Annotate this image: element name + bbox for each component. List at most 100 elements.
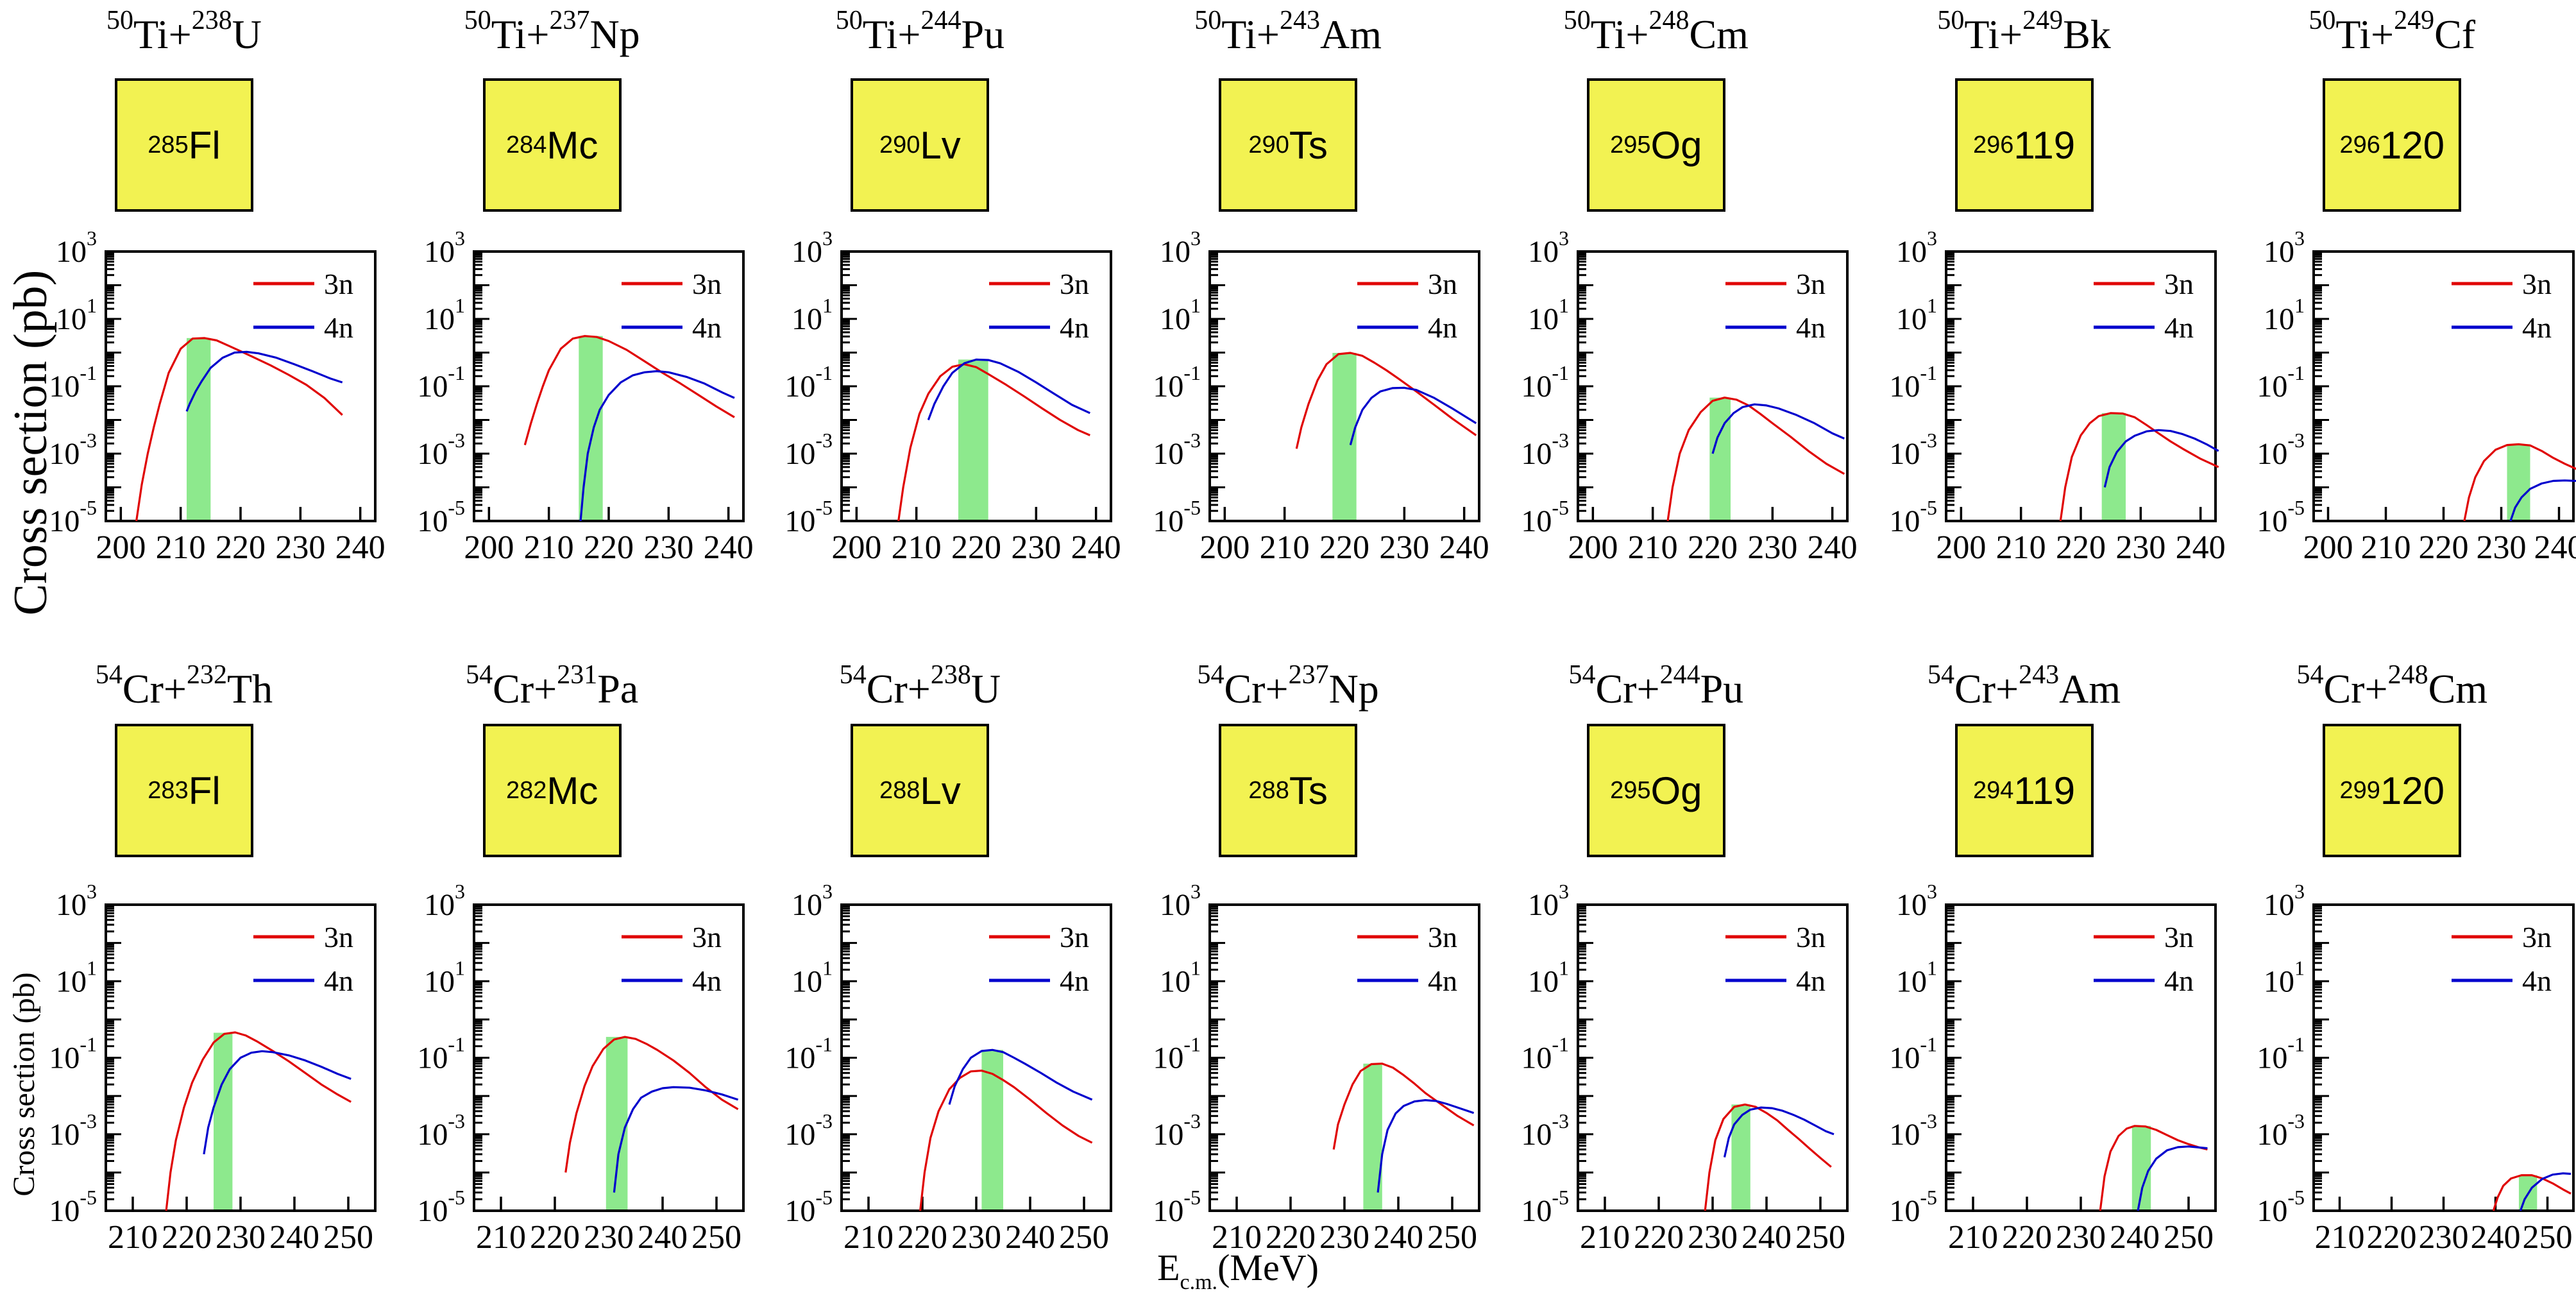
nucleus-element: Og	[1650, 769, 1702, 812]
optimal-energy-band	[2507, 444, 2530, 521]
target-element: U	[970, 666, 1001, 712]
compound-nucleus-box: 296 120	[2323, 78, 2462, 212]
projectile-mass: 50	[1937, 6, 1965, 35]
curve-3n	[1704, 1103, 1832, 1211]
x-tick-label: 210	[1212, 1219, 1262, 1256]
legend-label-3n: 3n	[1428, 268, 1457, 300]
target-element: Cf	[2434, 12, 2476, 57]
curve-4n	[1377, 1099, 1475, 1193]
target-mass: 238	[930, 660, 971, 690]
x-axis-ticks	[487, 507, 730, 520]
x-tick-label: 200	[464, 529, 514, 566]
projectile-mass: 50	[835, 6, 863, 35]
reaction-panel: 54Cr+243Am 294 119 103 101 10-1 10-3 10-5 210 2…	[1840, 654, 2217, 1307]
x-tick-label: 230	[2056, 1219, 2106, 1256]
nucleus-mass: 288	[1248, 776, 1289, 804]
reaction-panel: 54Cr+244Pu 295 Og 103 101 10-1 10-3 10-5 210 22…	[1472, 654, 1849, 1307]
optimal-energy-band	[981, 1050, 1004, 1211]
target-mass: 231	[557, 660, 598, 690]
x-tick-label: 210	[1580, 1219, 1630, 1256]
projectile-mass: 50	[106, 6, 134, 35]
x-tick-label: 210	[1627, 529, 1677, 566]
target-element: Np	[1328, 666, 1379, 712]
curve-3n	[919, 1070, 1093, 1211]
x-tick-label: 250	[323, 1219, 373, 1256]
y-tick-label: 10-5	[2257, 1186, 2305, 1228]
legend-label-4n: 4n	[324, 964, 353, 997]
plus-sign: +	[1625, 12, 1649, 57]
y-tick-label: 10-3	[785, 429, 833, 471]
y-tick-label: 10-1	[785, 1033, 833, 1075]
reaction-panel: 54Cr+237Np 288 Ts 103 101 10-1 10-3 10-5 210 22…	[1104, 654, 1481, 1307]
target-element: Pu	[1700, 666, 1744, 712]
y-axis-ticks	[1947, 250, 1962, 522]
projectile-element: Ti	[491, 12, 527, 57]
x-tick-label: 210	[108, 1219, 158, 1256]
curve-3n	[1666, 397, 1845, 522]
target-element: Bk	[2063, 12, 2111, 57]
x-tick-label: 240	[1741, 1219, 1792, 1256]
x-tick-label: 200	[1936, 529, 1986, 566]
plus-sign: +	[1996, 666, 2019, 712]
legend-label-4n: 4n	[324, 311, 353, 344]
cross-section-plot: 103 101 10-1 10-3 10-5 210 220 230 240 250 3n 4n	[785, 880, 1113, 1256]
x-axis-label: Ec.m.(MeV)	[1046, 1246, 1430, 1295]
curve-4n	[203, 1050, 352, 1155]
legend-label-4n: 4n	[1796, 964, 1826, 997]
legend-label-4n: 4n	[2164, 311, 2194, 344]
y-tick-label: 10-5	[1521, 1186, 1569, 1228]
x-tick-label: 220	[951, 529, 1001, 566]
legend-label-4n: 4n	[692, 964, 722, 997]
nucleus-mass: 295	[1610, 776, 1651, 804]
x-tick-label: 220	[2002, 1219, 2052, 1256]
y-tick-label: 10-1	[2257, 1033, 2305, 1075]
y-tick-label: 10-5	[785, 496, 833, 538]
reaction-title: 50Ti+249Cf	[2208, 5, 2576, 58]
x-tick-label: 240	[2471, 1219, 2521, 1256]
compound-nucleus-box: 290 Lv	[851, 78, 990, 212]
reaction-panel: 54Cr+231Pa 282 Mc 103 101 10-1 10-3 10-5 210 22…	[368, 654, 745, 1307]
nucleus-mass: 288	[879, 776, 920, 804]
plot-frame	[1944, 250, 2217, 522]
y-tick-label: 10-1	[1889, 1033, 1937, 1075]
reaction-panel: 50Ti+244Pu 290 Lv 103 101 10-1 10-3 10-5 200 21…	[736, 0, 1121, 653]
y-tick-label: 10-5	[49, 1186, 97, 1228]
projectile-mass: 50	[464, 6, 491, 35]
target-element: Th	[227, 666, 273, 712]
legend-label-4n: 4n	[2164, 964, 2194, 997]
x-tick-label: 220	[216, 529, 266, 566]
x-tick-label: 230	[2419, 1219, 2469, 1256]
plot-frame	[472, 903, 745, 1212]
x-axis-ticks	[867, 1197, 1086, 1209]
x-tick-label: 200	[96, 529, 146, 566]
curve-3n	[523, 335, 735, 446]
y-tick-label: 10-3	[1889, 1109, 1937, 1152]
legend-label-3n: 3n	[2164, 921, 2194, 953]
nucleus-mass: 290	[1248, 131, 1289, 158]
nucleus-element: 119	[2013, 123, 2076, 167]
plus-sign: +	[1636, 666, 1660, 712]
projectile-element: Cr	[2323, 666, 2365, 712]
y-tick-label: 10-5	[417, 496, 465, 538]
y-tick-label: 10-3	[49, 429, 97, 471]
plus-sign: +	[168, 12, 192, 57]
optimal-energy-band	[1731, 1104, 1750, 1211]
y-axis-ticks	[1211, 903, 1226, 1212]
nucleus-mass: 285	[148, 131, 189, 158]
y-tick-label: 101	[2264, 956, 2305, 998]
plot-frame	[1576, 903, 1849, 1212]
y-tick-label: 10-5	[417, 1186, 465, 1228]
x-tick-label: 230	[2115, 529, 2165, 566]
reaction-panel: 50Ti+238U 285 Fl 103 101 10-1 10-3 10-5 200 210…	[0, 0, 385, 653]
curve-3n	[2059, 412, 2219, 522]
projectile-mass: 54	[2296, 660, 2324, 690]
nucleus-mass: 283	[148, 776, 189, 804]
nucleus-element: 120	[2380, 769, 2445, 812]
projectile-element: Ti	[1590, 12, 1626, 57]
x-tick-label: 230	[1319, 1219, 1369, 1256]
x-tick-label: 210	[2361, 529, 2411, 566]
nucleus-element: Fl	[188, 769, 221, 812]
nucleus-mass: 295	[1610, 131, 1651, 158]
